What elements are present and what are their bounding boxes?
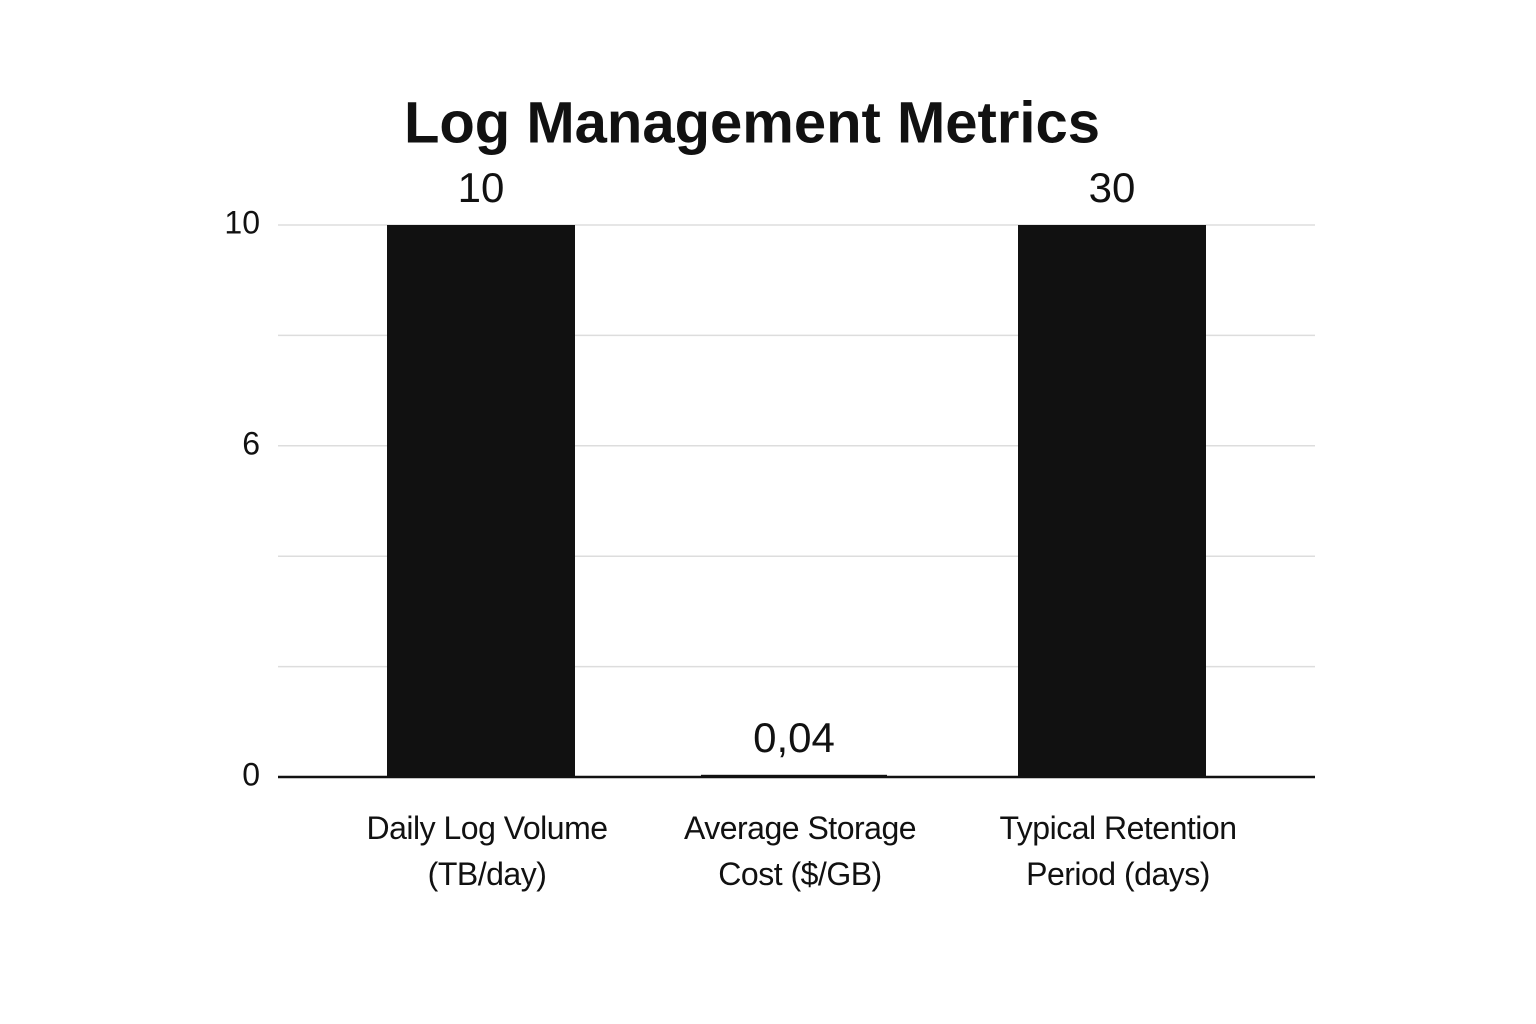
bar: [701, 774, 887, 777]
x-tick-label: Typical Retention Period (days): [999, 810, 1237, 892]
labels: 0 6 10 10 0,04 30: [224, 164, 1135, 792]
y-tick-label: 10: [224, 204, 260, 240]
y-tick-label: 6: [242, 425, 260, 461]
y-tick-label: 0: [242, 756, 260, 792]
value-label: 0,04: [753, 714, 835, 761]
bar: [1018, 225, 1206, 777]
x-tick-label: Average Storage Cost ($/GB): [683, 810, 917, 892]
chart-title: Log Management Metrics: [404, 90, 1100, 155]
value-label: 10: [458, 164, 505, 211]
bar: [387, 225, 575, 777]
value-label: 30: [1089, 164, 1136, 211]
x-tick-label: Daily Log Volume (TB/day): [366, 810, 608, 892]
bars: [387, 225, 1206, 777]
